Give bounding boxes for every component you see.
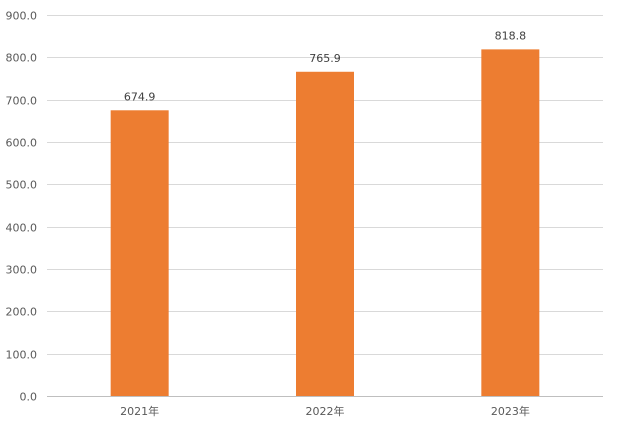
bar: [296, 71, 354, 397]
bars: [110, 49, 540, 397]
x-tick-label: 2023年: [491, 404, 530, 418]
data-label: 818.8: [495, 29, 527, 42]
y-tick-label: 500.0: [6, 179, 38, 192]
y-axis-ticks: 0.0 100.0 200.0 300.0 400.0 500.0 600.0 700.0 80…: [6, 10, 38, 404]
y-tick-label: 800.0: [6, 52, 38, 65]
y-tick-label: 600.0: [6, 137, 38, 150]
y-tick-label: 200.0: [6, 306, 38, 319]
y-tick-label: 300.0: [6, 264, 38, 277]
x-tick-label: 2021年: [120, 404, 159, 418]
data-label: 765.9: [309, 52, 341, 65]
data-label: 674.9: [124, 90, 156, 103]
y-tick-label: 400.0: [6, 222, 38, 235]
x-tick-label: 2022年: [306, 404, 345, 418]
y-tick-label: 100.0: [6, 349, 38, 362]
y-tick-label: 0.0: [20, 391, 38, 404]
y-tick-label: 700.0: [6, 95, 38, 108]
bar: [481, 49, 540, 397]
data-labels: 674.9 765.9 818.8: [124, 29, 526, 103]
x-axis-ticks: 2021年 2022年 2023年: [120, 404, 530, 418]
y-tick-label: 900.0: [6, 10, 38, 23]
bar: [110, 110, 169, 397]
